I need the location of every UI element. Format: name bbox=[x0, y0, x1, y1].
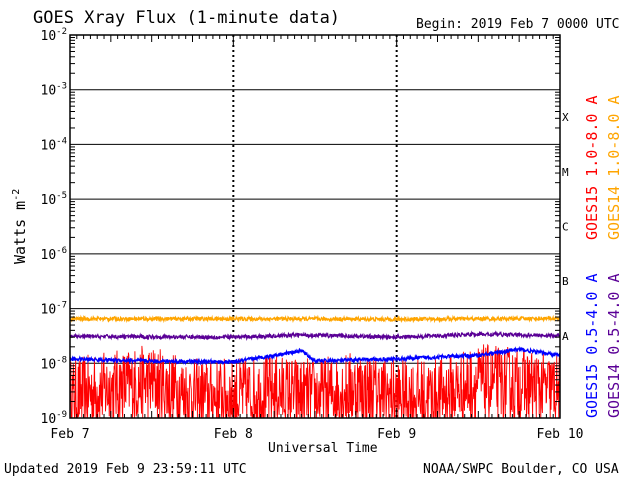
x-tick-label: Feb 9 bbox=[377, 427, 416, 442]
flare-class-label: C bbox=[562, 221, 569, 234]
y-tick-label: 10-2 bbox=[41, 27, 68, 44]
y-tick-label: 10-6 bbox=[41, 246, 68, 263]
y-tick-label: 10-9 bbox=[41, 410, 68, 427]
flare-class-label: B bbox=[562, 275, 569, 288]
legend-entry: GOES14 1.0-8.0 A bbox=[605, 95, 623, 241]
y-tick-label: 10-5 bbox=[41, 191, 68, 208]
series-line bbox=[69, 343, 561, 420]
x-tick-label: Feb 10 bbox=[537, 427, 584, 442]
y-axis-label: Watts m-2 bbox=[11, 188, 29, 264]
updated-timestamp: Updated 2019 Feb 9 23:59:11 UTC bbox=[4, 462, 247, 477]
y-tick-label: 10-3 bbox=[41, 82, 68, 99]
y-tick-label: 10-7 bbox=[41, 301, 68, 318]
x-tick-label: Feb 8 bbox=[214, 427, 253, 442]
series-line bbox=[69, 314, 561, 324]
y-tick-label: 10-4 bbox=[41, 136, 68, 153]
flare-class-label: X bbox=[562, 111, 569, 124]
legend-entry: GOES14 0.5-4.0 A bbox=[605, 273, 623, 419]
legend-entry: GOES15 1.0-8.0 A bbox=[583, 95, 601, 241]
series-line bbox=[69, 330, 561, 341]
flare-class-label: A bbox=[562, 330, 569, 343]
begin-time: Begin: 2019 Feb 7 0000 UTC bbox=[416, 17, 620, 32]
x-axis-label: Universal Time bbox=[268, 441, 378, 456]
series-line bbox=[69, 345, 561, 366]
x-tick-label: Feb 7 bbox=[50, 427, 89, 442]
flare-class-label: M bbox=[562, 166, 569, 179]
credit-text: NOAA/SWPC Boulder, CO USA bbox=[423, 462, 619, 477]
legend-entry: GOES15 0.5-4.0 A bbox=[583, 273, 601, 419]
chart-title: GOES Xray Flux (1-minute data) bbox=[33, 8, 341, 28]
y-tick-label: 10-8 bbox=[41, 355, 68, 372]
